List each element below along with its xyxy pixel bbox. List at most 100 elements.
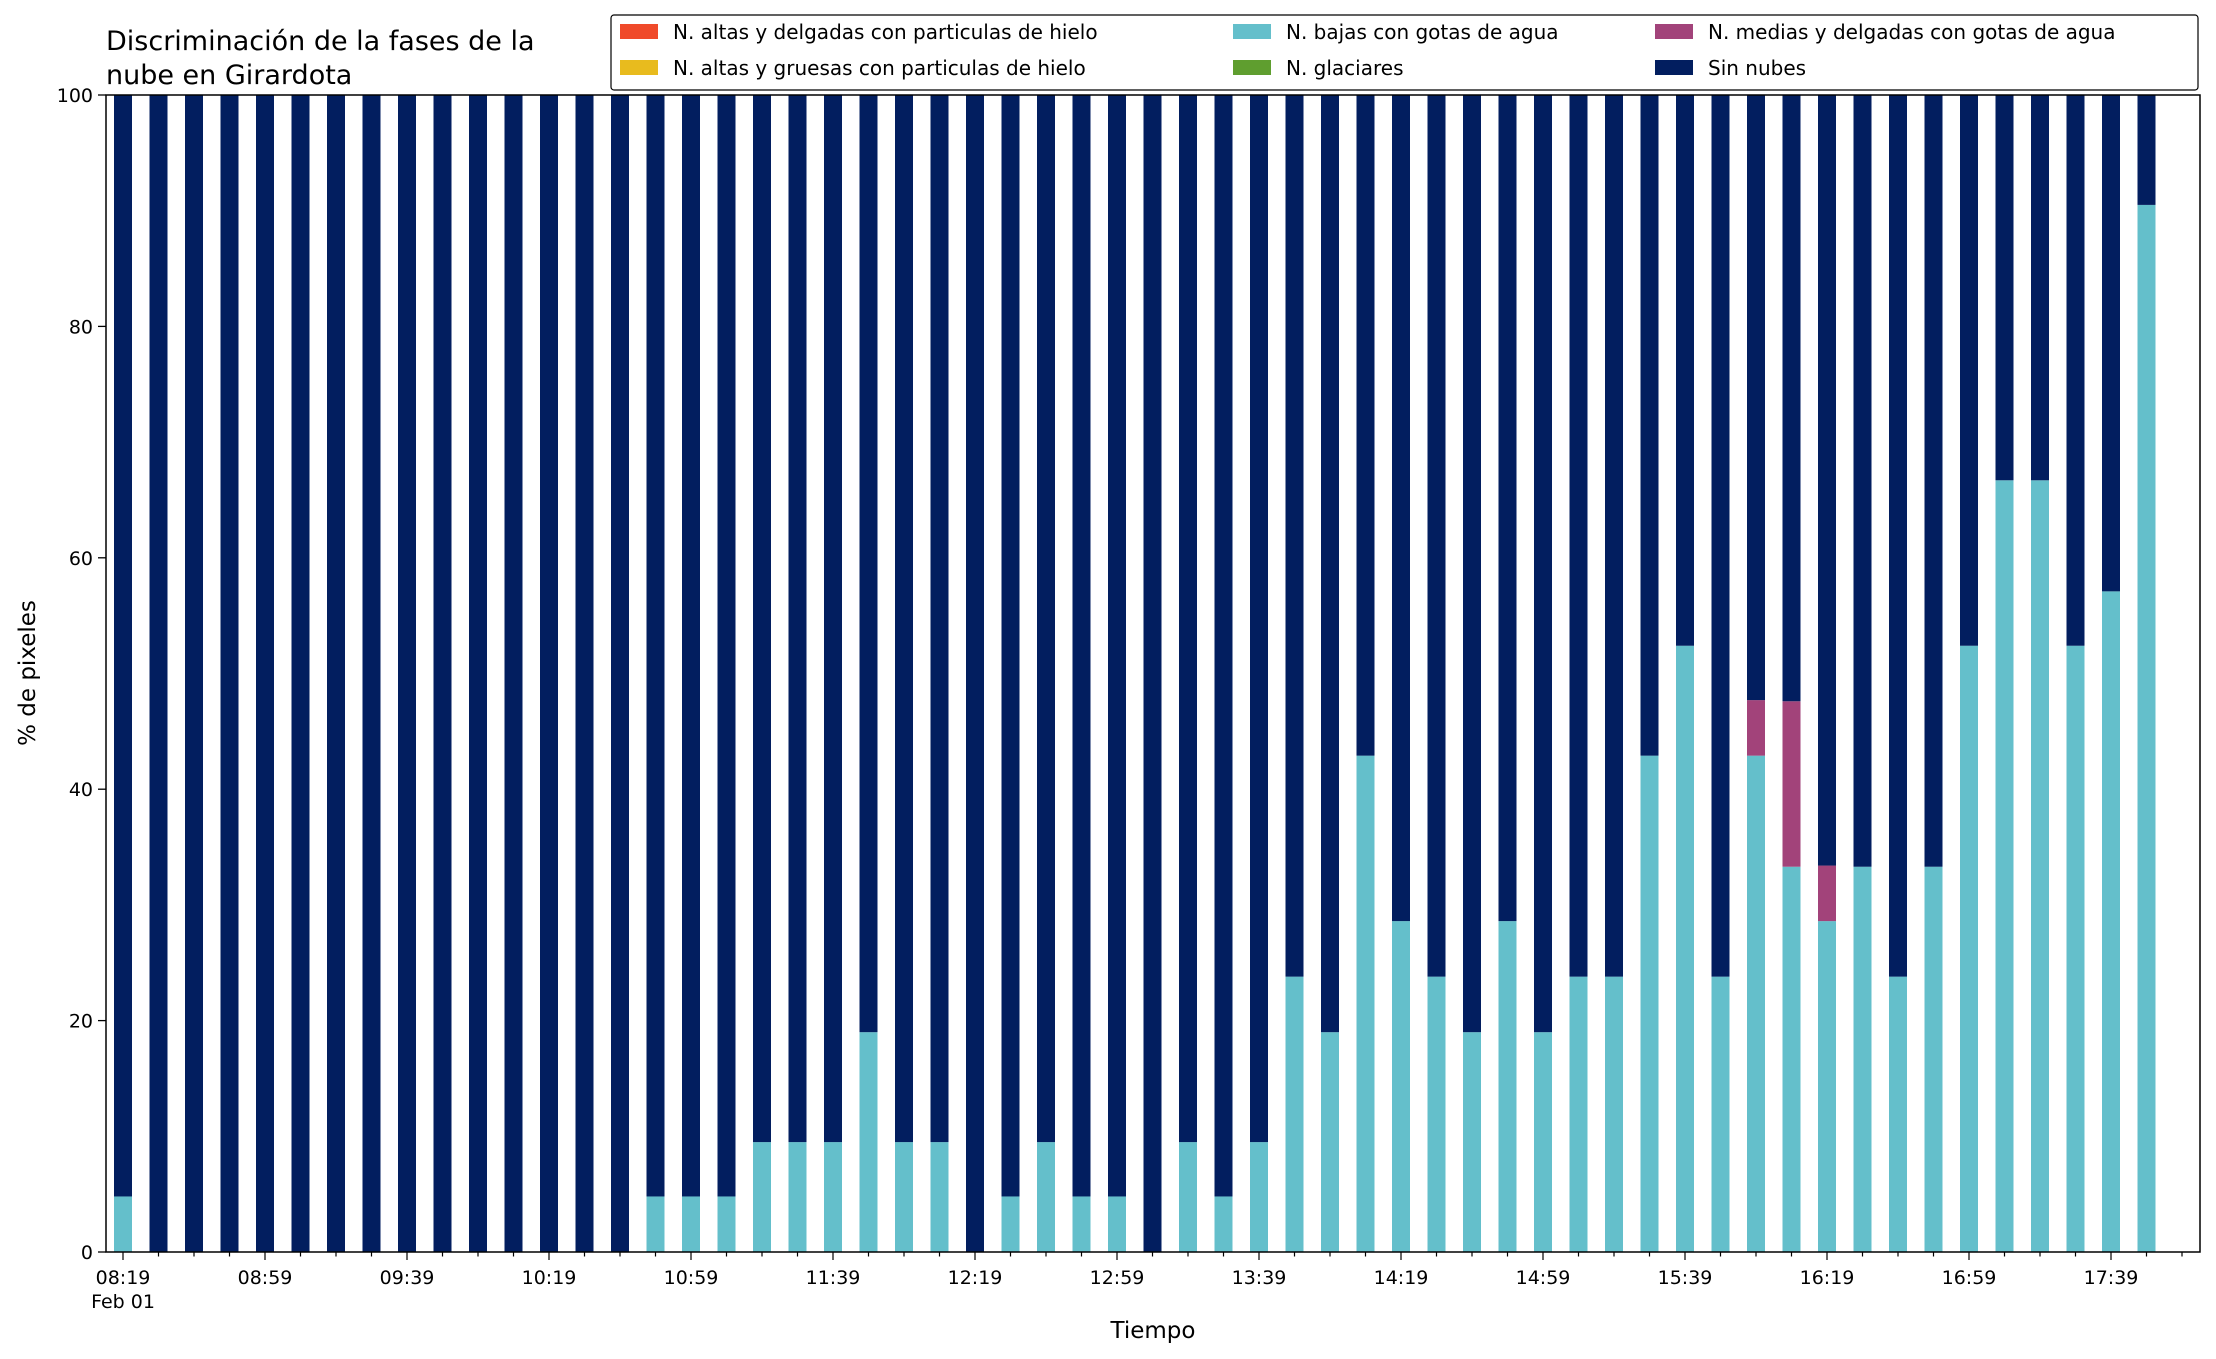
bar-segment-s5-t44 [1676,95,1694,646]
bar-segment-s2-t35 [1356,755,1375,1252]
bar-segment-s5-t20 [824,95,842,1143]
bar-segment-s2-t34 [1321,1032,1339,1252]
legend-label-1: N. altas y gruesas con particulas de hie… [673,56,1086,80]
y-axis-label: % de pixeles [15,600,41,746]
bar-segment-s5-t10 [469,95,487,1252]
x-tick-label: 08:59 [238,1267,293,1289]
bar-segment-s5-t39 [1498,95,1517,922]
x-tick-label: 12:19 [948,1267,1003,1289]
bar-segment-s2-t0 [114,1196,132,1252]
bar-segment-s2-t55 [2066,645,2085,1252]
bar-segment-s5-t25 [1001,95,1020,1197]
bar-segment-s2-t48 [1818,921,1836,1252]
x-tick-label: 15:39 [1658,1267,1713,1289]
bar-segment-s2-t38 [1463,1032,1481,1252]
bar-segment-s5-t55 [2066,95,2085,646]
x-tick-label: 16:59 [1942,1267,1997,1289]
bar-segment-s5-t47 [1782,95,1801,702]
bar-segment-s5-t3 [220,95,239,1252]
bar-segment-s2-t26 [1037,1142,1055,1252]
bar-segment-s5-t31 [1214,95,1233,1197]
bar-segment-s2-t54 [2031,480,2049,1252]
bar-segment-s2-t19 [788,1142,807,1252]
legend-label-3: N. glaciares [1286,56,1404,80]
bar-segment-s5-t6 [327,95,345,1252]
x-tick-label: 16:19 [1800,1267,1855,1289]
bar-segment-s5-t2 [185,95,203,1252]
y-tick-label: 20 [69,1011,93,1033]
bar-segment-s2-t36 [1392,921,1410,1252]
bar-segment-s5-t7 [362,95,381,1252]
bar-segment-s5-t49 [1853,95,1872,867]
bar-segment-s5-t37 [1427,95,1446,977]
legend-swatch-1 [620,60,658,75]
bar-segment-s2-t53 [1995,480,2014,1252]
bar-segment-s5-t56 [2102,95,2120,592]
legend-swatch-2 [1233,24,1271,39]
bar-segment-s5-t15 [646,95,665,1197]
bar-segment-s2-t33 [1285,976,1304,1252]
legend-swatch-0 [620,24,658,39]
bar-segment-s2-t31 [1214,1196,1233,1252]
y-tick-label: 60 [69,548,93,570]
bar-segment-s5-t33 [1285,95,1304,977]
bar-segment-s2-t23 [930,1142,949,1252]
legend: N. altas y delgadas con particulas de hi… [610,14,2199,91]
bar-segment-s5-t13 [575,95,594,1252]
bar-segment-s5-t41 [1569,95,1588,977]
legend-label-0: N. altas y delgadas con particulas de hi… [673,20,1098,44]
bar-segment-s2-t25 [1001,1196,1020,1252]
bar-segment-s5-t14 [611,95,629,1252]
bar-segment-s5-t28 [1108,95,1126,1197]
bar-segment-s5-t54 [2031,95,2049,481]
bar-segment-s2-t22 [895,1142,913,1252]
bar-segment-s5-t12 [540,95,558,1252]
bar-segment-s5-t45 [1711,95,1730,977]
bar-segment-s2-t44 [1676,645,1694,1252]
x-tick-label: 10:19 [522,1267,577,1289]
bar-segment-s2-t49 [1853,866,1872,1252]
bar-segment-s5-t11 [504,95,523,1252]
bar-segment-s2-t46 [1747,755,1765,1252]
legend-label-4: N. medias y delgadas con gotas de agua [1708,20,2116,44]
bar-segment-s2-t32 [1250,1142,1268,1252]
bar-segment-s5-t27 [1072,95,1091,1197]
legend-label-5: Sin nubes [1708,56,1806,80]
bar-segment-s2-t37 [1427,976,1446,1252]
legend-swatch-3 [1233,60,1271,75]
bar-segment-s5-t18 [753,95,771,1143]
x-date-label: Feb 01 [91,1291,155,1313]
bar-segment-s2-t17 [717,1196,736,1252]
bar-segment-s5-t16 [682,95,700,1197]
y-tick-label: 80 [69,316,93,338]
bar-segment-s2-t18 [753,1142,771,1252]
x-tick-label: 17:39 [2084,1267,2139,1289]
bar-segment-s2-t41 [1569,976,1588,1252]
bar-segment-s5-t40 [1534,95,1552,1033]
bar-segment-s5-t57 [2137,95,2156,205]
bar-segment-s5-t32 [1250,95,1268,1143]
y-axis: 0 20 40 60 80 100 [57,85,106,1264]
bar-segment-s5-t0 [114,95,132,1197]
bar-segment-s5-t36 [1392,95,1410,922]
bar-segment-s5-t42 [1605,95,1623,977]
x-tick-label: 09:39 [380,1267,435,1289]
legend-label-2: N. bajas con gotas de agua [1286,20,1559,44]
bars-layer [114,95,2156,1252]
bar-segment-s5-t48 [1818,95,1836,866]
bar-segment-s4-t47 [1782,701,1801,867]
bar-segment-s2-t27 [1072,1196,1091,1252]
bar-segment-s5-t34 [1321,95,1339,1033]
bar-segment-s2-t45 [1711,976,1730,1252]
bar-segment-s2-t42 [1605,976,1623,1252]
bar-segment-s5-t35 [1356,95,1375,756]
bar-segment-s5-t22 [895,95,913,1143]
chart-title-line-2: nube en Girardota [106,60,352,91]
bar-segment-s5-t8 [398,95,416,1252]
bar-segment-s2-t28 [1108,1196,1126,1252]
bar-segment-s2-t16 [682,1196,700,1252]
bar-segment-s2-t30 [1179,1142,1197,1252]
bar-segment-s2-t40 [1534,1032,1552,1252]
bar-segment-s2-t20 [824,1142,842,1252]
